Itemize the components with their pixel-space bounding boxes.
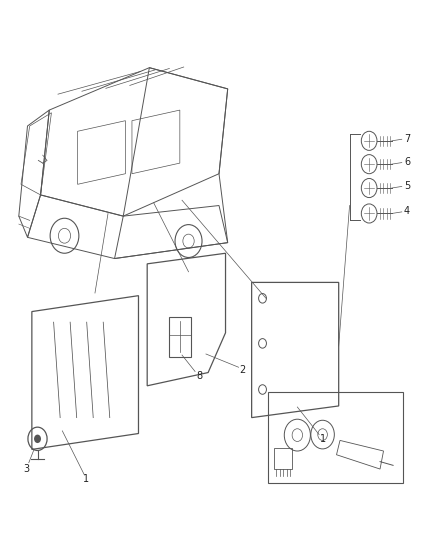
Text: 8: 8 — [196, 372, 202, 381]
Text: 6: 6 — [404, 157, 410, 167]
Text: 7: 7 — [404, 134, 410, 144]
Text: 1: 1 — [83, 474, 89, 483]
Text: 3: 3 — [23, 464, 29, 474]
Text: 2: 2 — [240, 365, 246, 375]
Text: 5: 5 — [404, 181, 410, 191]
Text: 1: 1 — [319, 434, 325, 444]
Text: 4: 4 — [404, 206, 410, 216]
Circle shape — [34, 434, 41, 443]
